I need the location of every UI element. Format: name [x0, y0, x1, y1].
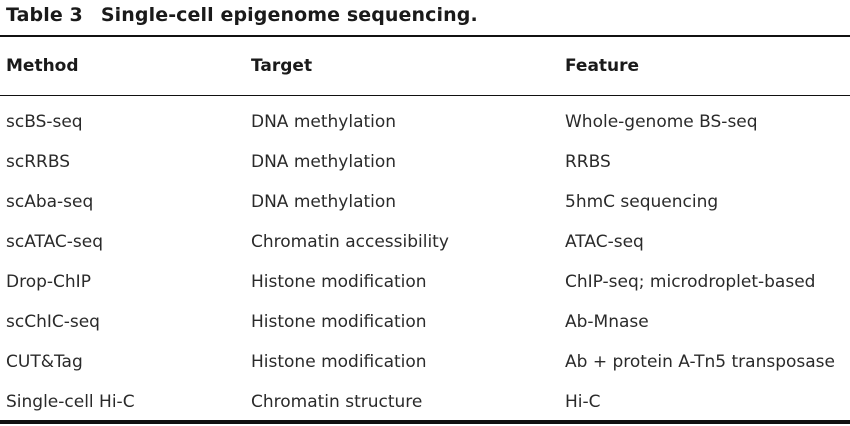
table-row: scAba-seq DNA methylation 5hmC sequencin…: [0, 182, 850, 222]
cell-method: Single-cell Hi-C: [6, 392, 135, 412]
column-header-feature: Feature: [565, 56, 640, 76]
cell-target: DNA methylation: [251, 112, 397, 132]
table-row: scRRBS DNA methylation RRBS: [0, 142, 850, 182]
table-row: Drop-ChIP Histone modification ChIP-seq;…: [0, 262, 850, 302]
cell-method: scBS-seq: [6, 112, 83, 132]
header-row: Method Target Feature: [0, 47, 850, 85]
cell-feature: ChIP-seq; microdroplet-based: [565, 272, 816, 292]
table-title: Single-cell epigenome sequencing.: [100, 4, 478, 26]
bottom-rule: [0, 420, 850, 424]
cell-feature: 5hmC sequencing: [565, 192, 719, 212]
cell-method: scChIC-seq: [6, 312, 100, 332]
cell-feature: Ab + protein A-Tn5 transposase: [565, 352, 835, 372]
cell-target: DNA methylation: [251, 152, 397, 172]
cell-target: DNA methylation: [251, 192, 397, 212]
top-rule: [0, 35, 850, 37]
table-row: CUT&Tag Histone modification Ab + protei…: [0, 342, 850, 382]
table-label: Table 3: [6, 4, 83, 26]
table-row: Single-cell Hi-C Chromatin structure Hi-…: [0, 382, 850, 422]
table-row: scBS-seq DNA methylation Whole-genome BS…: [0, 102, 850, 142]
cell-method: scAba-seq: [6, 192, 94, 212]
cell-feature: ATAC-seq: [565, 232, 644, 252]
cell-target: Chromatin accessibility: [251, 232, 449, 252]
cell-feature: Whole-genome BS-seq: [565, 112, 758, 132]
cell-feature: Ab-Mnase: [565, 312, 649, 332]
column-header-target: Target: [251, 56, 313, 76]
cell-target: Histone modification: [251, 352, 427, 372]
table-row: scChIC-seq Histone modification Ab-Mnase: [0, 302, 850, 342]
table-row: scATAC-seq Chromatin accessibility ATAC-…: [0, 222, 850, 262]
cell-feature: RRBS: [565, 152, 611, 172]
cell-method: Drop-ChIP: [6, 272, 91, 292]
column-header-method: Method: [6, 56, 79, 76]
cell-target: Histone modification: [251, 312, 427, 332]
cell-target: Chromatin structure: [251, 392, 423, 412]
cell-target: Histone modification: [251, 272, 427, 292]
header-rule: [0, 95, 850, 96]
table-caption: Table 3 Single-cell epigenome sequencing.: [6, 4, 478, 26]
cell-method: scATAC-seq: [6, 232, 104, 252]
data-table: Method Target Feature scBS-seq DNA methy…: [0, 47, 850, 422]
cell-method: CUT&Tag: [6, 352, 83, 372]
cell-method: scRRBS: [6, 152, 70, 172]
cell-feature: Hi-C: [565, 392, 601, 412]
